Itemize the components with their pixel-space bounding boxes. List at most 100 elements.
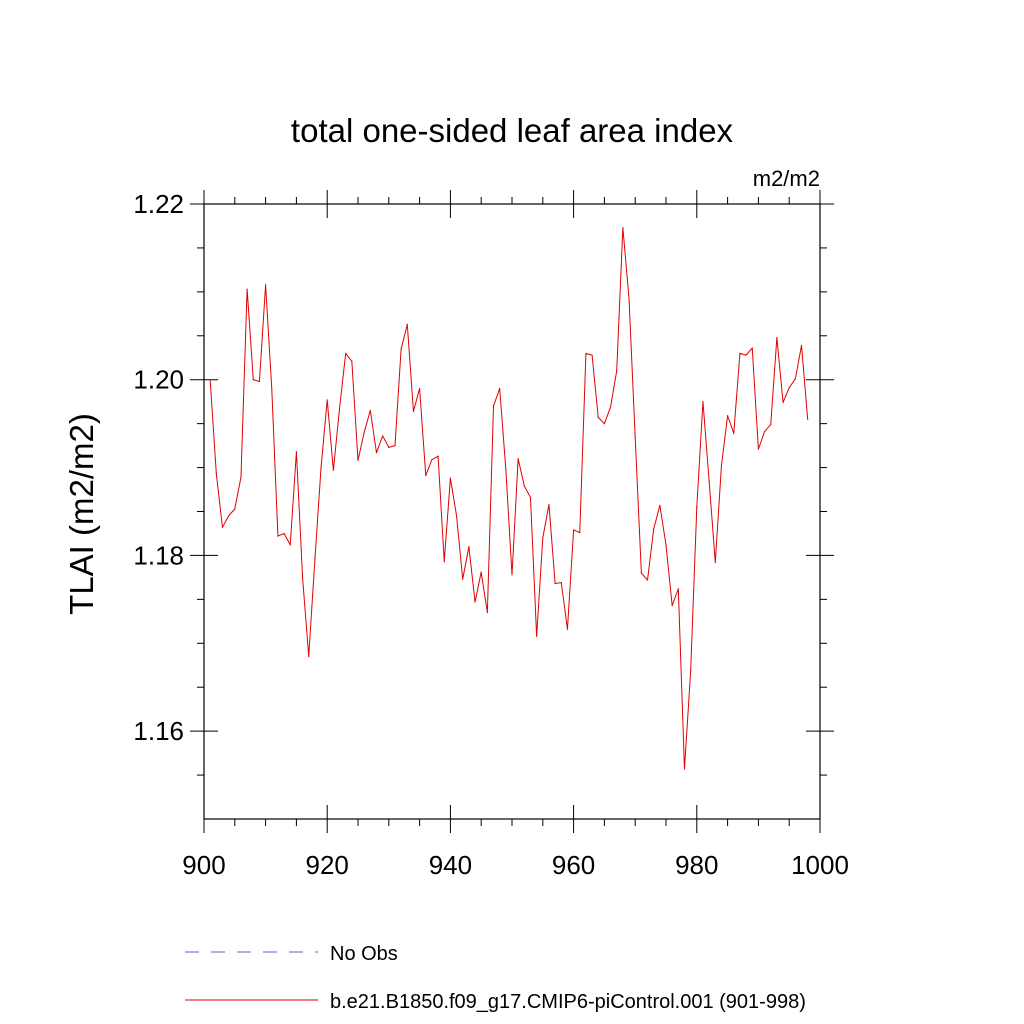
data-point [449, 477, 451, 479]
x-tick-label: 920 [306, 850, 349, 880]
data-point [622, 227, 624, 229]
data-point [338, 408, 341, 410]
data-point [277, 535, 279, 537]
data-point [757, 448, 760, 450]
x-tick-label: 980 [675, 850, 718, 880]
data-point [492, 405, 495, 407]
x-tick-label: 940 [429, 850, 472, 880]
data-point [265, 284, 267, 286]
data-point [505, 468, 507, 470]
data-point [720, 465, 723, 467]
data-point [388, 446, 390, 448]
data-point [468, 546, 470, 548]
data-point [437, 455, 439, 457]
data-point [671, 604, 673, 607]
data-point [240, 476, 242, 478]
data-point [529, 496, 532, 499]
data-points [209, 227, 809, 770]
data-point [542, 537, 544, 539]
data-point [375, 452, 378, 454]
data-point [573, 529, 575, 531]
data-point [289, 544, 291, 546]
data-point [739, 352, 741, 354]
data-point [566, 628, 569, 630]
data-point [536, 635, 538, 637]
x-tick-label: 960 [552, 850, 595, 880]
data-point [603, 423, 606, 425]
y-axis-label: TLAI (m2/m2) [63, 413, 100, 615]
data-point [332, 469, 334, 471]
data-point [788, 387, 790, 389]
data-point [696, 506, 698, 508]
data-point [486, 611, 488, 614]
data-point [283, 532, 285, 535]
data-point [640, 572, 642, 574]
data-point [585, 352, 587, 354]
axis-ticks [190, 190, 834, 833]
data-point [770, 423, 772, 426]
data-point [474, 601, 476, 603]
data-point [634, 437, 636, 439]
data-point [215, 473, 217, 475]
data-point [252, 379, 254, 381]
series-line [209, 227, 809, 770]
data-point [369, 409, 371, 412]
data-point [363, 431, 365, 434]
data-point [560, 582, 562, 584]
data-point [400, 348, 402, 350]
data-point [228, 515, 230, 517]
data-point [246, 288, 248, 290]
data-point [271, 387, 273, 390]
data-point [653, 528, 655, 530]
data-point [480, 571, 482, 573]
data-point [406, 323, 408, 325]
data-point [511, 574, 513, 576]
data-point [394, 445, 396, 447]
y-tick-label: 1.16 [133, 716, 184, 746]
data-point [314, 559, 316, 561]
data-point [702, 401, 704, 403]
data-point [209, 379, 211, 381]
data-point [616, 370, 618, 372]
data-point [234, 508, 236, 510]
data-point [308, 655, 310, 658]
data-point [782, 401, 784, 404]
data-point [800, 344, 803, 347]
units-label: m2/m2 [753, 166, 820, 191]
y-tick-label: 1.22 [133, 189, 184, 219]
data-point [609, 406, 612, 408]
data-point [708, 480, 710, 482]
data-point [499, 387, 501, 390]
chart-title: total one-sided leaf area index [291, 112, 734, 149]
data-point [677, 588, 679, 590]
data-point [690, 670, 692, 673]
x-tick-label: 1000 [791, 850, 849, 880]
data-point [591, 354, 593, 356]
data-point [714, 561, 716, 564]
data-point [548, 503, 550, 506]
data-point [351, 360, 353, 362]
data-point [412, 410, 415, 412]
data-point [597, 416, 599, 419]
y-tick-labels: 1.16 1.18 1.20 1.22 [133, 189, 184, 746]
data-point [727, 415, 729, 417]
legend-label-no-obs: No Obs [330, 943, 398, 965]
data-point [425, 474, 427, 477]
data-point [751, 347, 753, 349]
data-point [745, 354, 747, 356]
y-tick-label: 1.20 [133, 365, 184, 395]
data-point [733, 432, 735, 434]
data-point [419, 387, 421, 390]
data-point [258, 380, 261, 383]
data-point [462, 578, 464, 580]
data-point [523, 485, 525, 487]
data-point [683, 768, 686, 770]
data-point [455, 515, 458, 517]
data-point [665, 544, 667, 546]
plot-frame [203, 203, 821, 820]
data-point [320, 466, 322, 469]
legend-label-model: b.e21.B1850.f09_g17.CMIP6-piControl.001 … [330, 991, 806, 1013]
data-point [345, 352, 347, 354]
data-point [357, 459, 359, 462]
